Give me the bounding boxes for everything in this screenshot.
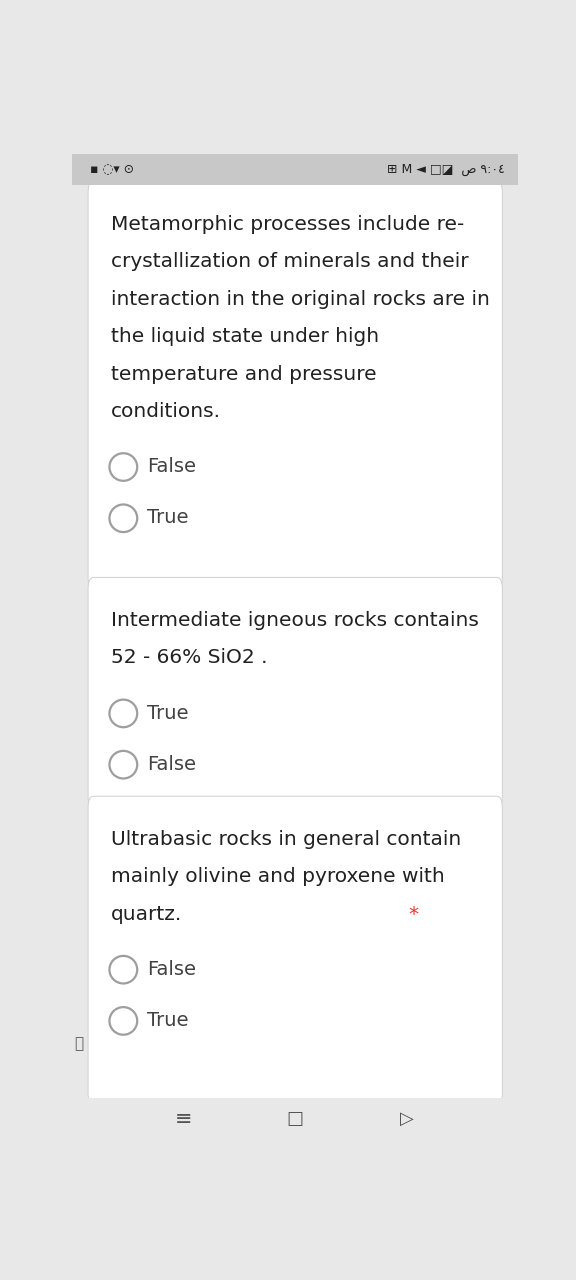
Text: ▷: ▷ xyxy=(400,1110,414,1128)
Text: ▪ ◌▾ ⊙: ▪ ◌▾ ⊙ xyxy=(90,163,134,175)
FancyBboxPatch shape xyxy=(72,1098,518,1139)
Text: Ultrabasic rocks in general contain: Ultrabasic rocks in general contain xyxy=(111,829,461,849)
Text: 52 - 66% SiO2 .: 52 - 66% SiO2 . xyxy=(111,649,268,667)
Text: temperature and pressure: temperature and pressure xyxy=(111,365,377,384)
FancyBboxPatch shape xyxy=(88,182,502,589)
Text: quartz.: quartz. xyxy=(111,905,183,924)
FancyBboxPatch shape xyxy=(72,154,518,186)
Text: Intermediate igneous rocks contains: Intermediate igneous rocks contains xyxy=(111,611,479,630)
Text: True: True xyxy=(147,1011,188,1030)
Text: Metamorphic processes include re-: Metamorphic processes include re- xyxy=(111,215,464,234)
Text: conditions.: conditions. xyxy=(111,402,221,421)
Text: the liquid state under high: the liquid state under high xyxy=(111,328,380,346)
Text: False: False xyxy=(147,457,196,476)
Text: ⊞ M ◄ □◪  ص ٩:٠٤: ⊞ M ◄ □◪ ص ٩:٠٤ xyxy=(387,163,505,175)
Text: crystallization of minerals and their: crystallization of minerals and their xyxy=(111,252,469,271)
FancyBboxPatch shape xyxy=(88,796,502,1105)
Text: mainly olivine and pyroxene with: mainly olivine and pyroxene with xyxy=(111,867,445,886)
Text: □: □ xyxy=(287,1110,304,1128)
Text: ≡: ≡ xyxy=(175,1108,192,1129)
Text: *: * xyxy=(408,905,418,924)
Text: interaction in the original rocks are in: interaction in the original rocks are in xyxy=(111,289,490,308)
Text: True: True xyxy=(147,704,188,723)
FancyBboxPatch shape xyxy=(88,577,502,808)
Text: False: False xyxy=(147,755,196,774)
Text: 💬: 💬 xyxy=(74,1036,84,1051)
Text: False: False xyxy=(147,960,196,979)
Text: True: True xyxy=(147,508,188,527)
